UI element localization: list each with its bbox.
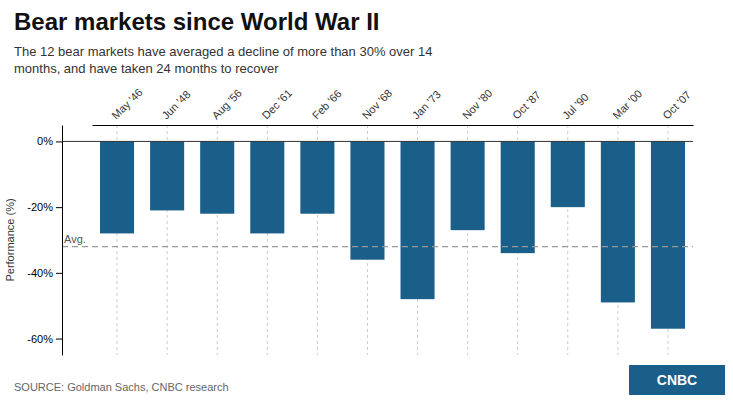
y-tick: -20%: [27, 201, 62, 213]
y-tick-mark: [56, 207, 62, 208]
x-tick-label: Nov '80: [460, 87, 495, 122]
y-tick: 0%: [37, 135, 62, 147]
logo-box: [629, 365, 725, 395]
y-axis: 0% -20% -40% -60%: [27, 126, 62, 356]
bar: [401, 141, 435, 299]
y-tick: -40%: [27, 267, 62, 279]
x-axis: May '46 Jun '48 Aug '56 Dec '61 Feb '66 Nov '…: [93, 86, 694, 126]
bar: [300, 141, 334, 213]
x-tick-label: Mar '00: [610, 87, 644, 121]
bar: [150, 141, 184, 210]
x-tick: Jan '73: [410, 88, 443, 125]
x-tick: May '46: [109, 86, 144, 125]
x-tick-label: Oct '07: [660, 89, 693, 122]
x-tick: Nov '80: [460, 87, 495, 125]
logo-text: CNBC: [657, 372, 697, 388]
x-tick-label: Jun '48: [159, 88, 192, 121]
x-tick: Jul '90: [560, 91, 591, 125]
x-tick: Dec '61: [260, 87, 295, 125]
y-tick-label: 0%: [37, 135, 53, 147]
bar: [451, 141, 485, 230]
chart: Bear markets since World War II The 12 be…: [0, 0, 733, 401]
zero-line: [62, 141, 693, 142]
x-tick: Mar '00: [610, 87, 644, 125]
bar: [651, 141, 685, 328]
x-axis-line: [93, 125, 694, 126]
x-tick-label: Dec '61: [260, 87, 295, 122]
y-tick-mark: [56, 273, 62, 274]
y-tick: -60%: [27, 333, 62, 345]
bar: [100, 141, 134, 233]
bar: [250, 141, 284, 233]
x-tick-label: Aug '56: [209, 87, 244, 122]
y-axis-title: Performance (%): [4, 198, 16, 281]
plot: Avg. 0% -20% -40% -60% Performance (%) May '46…: [4, 86, 694, 356]
avg-line: [62, 246, 693, 247]
source: SOURCE: Goldman Sachs, CNBC research: [14, 381, 229, 393]
x-tick-label: Jan '73: [410, 88, 443, 121]
y-tick-mark: [56, 339, 62, 340]
logo: CNBC: [629, 365, 725, 395]
y-tick-mark: [56, 141, 62, 142]
bar: [601, 141, 635, 302]
y-tick-label: -40%: [27, 267, 53, 279]
x-tick-label: Feb '66: [310, 87, 344, 121]
bars: [62, 141, 693, 328]
x-tick: Oct '87: [510, 89, 543, 125]
bar: [350, 141, 384, 259]
y-tick-label: -20%: [27, 201, 53, 213]
x-tick-label: Nov '68: [360, 87, 395, 122]
y-tick-label: -60%: [27, 333, 53, 345]
x-tick-label: May '46: [109, 86, 144, 121]
x-tick-label: Oct '87: [510, 89, 543, 122]
bar: [501, 141, 535, 253]
bar: [551, 141, 585, 207]
grid: [117, 125, 668, 355]
x-tick: Aug '56: [209, 87, 244, 125]
avg-label: Avg.: [64, 233, 86, 245]
x-tick: Jun '48: [159, 88, 192, 125]
subtitle: The 12 bear markets have averaged a decl…: [14, 44, 432, 76]
x-tick: Oct '07: [660, 89, 693, 125]
y-axis-line: [62, 126, 63, 356]
bar: [200, 141, 234, 213]
x-tick: Feb '66: [310, 87, 344, 125]
x-tick-label: Jul '90: [560, 91, 591, 122]
x-tick: Nov '68: [360, 87, 395, 125]
title: Bear markets since World War II: [14, 8, 379, 35]
